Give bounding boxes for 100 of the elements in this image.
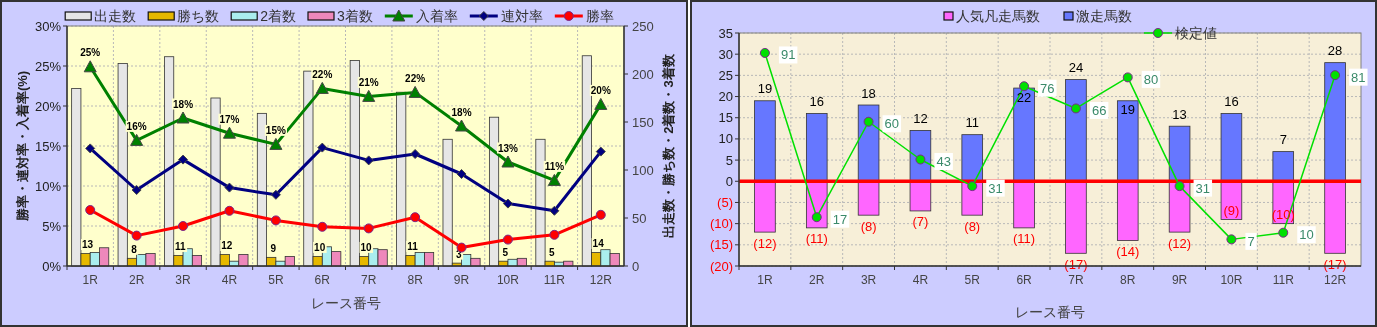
- data-label: (7): [912, 214, 929, 230]
- data-label: (8): [860, 218, 877, 234]
- data-label: 18%: [173, 98, 194, 110]
- x-tick-label: 2R: [809, 273, 825, 287]
- data-label: 16: [809, 93, 824, 109]
- data-label: 76: [1040, 80, 1055, 96]
- legend-label: 人気凡走馬数: [956, 8, 1040, 24]
- legend2: 検定値: [1143, 25, 1217, 41]
- data-label: 12: [221, 239, 233, 251]
- x-tick-label: 1R: [82, 273, 99, 287]
- y2-tick-label: 50: [632, 210, 647, 226]
- legend-label: 2着数: [260, 8, 296, 24]
- data-label: 13: [1172, 106, 1187, 122]
- data-label: (14): [1116, 244, 1140, 260]
- data-label: 10: [314, 241, 326, 253]
- data-label: 24: [1068, 60, 1084, 76]
- data-label: 20%: [590, 84, 611, 96]
- data-label: 12: [913, 110, 928, 126]
- data-label: 8: [131, 243, 138, 255]
- data-label: 43: [936, 153, 951, 169]
- data-label: 91: [780, 47, 796, 63]
- x-tick-label: 2R: [128, 273, 145, 287]
- data-label: 10: [1299, 227, 1314, 243]
- data-label: 19: [1120, 102, 1135, 118]
- y-tick-label: 20: [718, 89, 733, 105]
- legend-label: 激走馬数: [1076, 8, 1132, 24]
- y-tick-label: (15): [709, 237, 733, 253]
- data-label: 22%: [405, 72, 426, 84]
- x-tick-label: 6R: [1016, 273, 1033, 287]
- legend-label: 勝ち数: [177, 8, 220, 24]
- data-label: (11): [805, 231, 828, 247]
- data-label: 18: [861, 85, 876, 101]
- data-label: 5: [548, 246, 555, 258]
- x-tick-label: 5R: [964, 273, 981, 287]
- x-tick-label: 11R: [1272, 273, 1295, 287]
- data-label: (8): [964, 218, 981, 234]
- data-label: 11: [965, 115, 979, 131]
- y-tick-label: (20): [709, 258, 733, 274]
- data-label: 21%: [358, 76, 379, 88]
- y2-tick-label: 200: [632, 66, 654, 82]
- y-axis-title: 勝率・連対率・入着率(%): [14, 70, 30, 223]
- x-tick-label: 8R: [1120, 273, 1136, 287]
- data-label: 31: [988, 180, 1003, 196]
- y2-tick-label: 150: [632, 114, 654, 130]
- data-label: 11: [175, 240, 187, 252]
- data-label: (12): [1168, 235, 1192, 251]
- y-tick-label: 5%: [42, 218, 62, 234]
- y2-axis-title: 出走数・勝ち数・2着数・3着数: [660, 53, 676, 238]
- y-tick-label: 10: [718, 131, 733, 147]
- data-label: 11: [407, 240, 419, 252]
- x-tick-label: 10R: [1220, 273, 1243, 287]
- data-label: 31: [1195, 180, 1211, 196]
- data-label: 28: [1327, 43, 1343, 59]
- y-tick-label: (5): [717, 194, 733, 210]
- y-tick-label: 10%: [34, 178, 62, 194]
- data-label: 22%: [312, 68, 333, 80]
- x-tick-label: 8R: [407, 273, 424, 287]
- x-axis-title: レース番号: [1015, 304, 1085, 320]
- x-tick-label: 6R: [314, 273, 331, 287]
- y-tick-label: 15%: [34, 138, 62, 154]
- y-tick-label: (10): [709, 216, 733, 232]
- y-tick-label: 5: [725, 152, 733, 168]
- data-label: 60: [884, 116, 900, 132]
- data-label: 14: [592, 238, 605, 250]
- data-label: 13%: [497, 142, 519, 154]
- data-label: 5: [502, 246, 509, 258]
- data-label: 17%: [219, 113, 240, 125]
- x-axis-title: レース番号: [310, 295, 381, 311]
- y-tick-label: 35: [718, 25, 733, 41]
- data-label: 22: [1016, 89, 1032, 105]
- x-tick-label: 3R: [175, 273, 192, 287]
- y-tick-label: 15: [718, 110, 733, 126]
- y2-tick-label: 0: [632, 258, 640, 274]
- y-tick-label: 0%: [42, 258, 62, 274]
- data-label: (12): [753, 235, 777, 251]
- data-label: 80: [1143, 71, 1159, 87]
- legend-label: 出走数: [94, 8, 137, 24]
- data-label: (9): [1223, 202, 1240, 218]
- data-label: 11%: [544, 160, 565, 172]
- x-tick-label: 7R: [1068, 273, 1084, 287]
- y2-tick-label: 100: [632, 162, 654, 178]
- legend-label: 3着数: [337, 8, 373, 24]
- x-tick-label: 11R: [543, 273, 566, 287]
- x-tick-label: 12R: [1324, 273, 1347, 287]
- x-tick-label: 10R: [496, 273, 520, 287]
- y2-tick-label: 250: [632, 18, 654, 34]
- data-label: 10: [360, 241, 373, 253]
- x-tick-label: 12R: [589, 273, 613, 287]
- y-tick-label: 0: [725, 173, 733, 189]
- data-label: (11): [1013, 231, 1036, 247]
- data-label: 13: [82, 239, 94, 251]
- y-tick-label: 30: [718, 46, 733, 62]
- x-tick-label: 5R: [268, 273, 284, 287]
- legend-label: 連対率: [500, 8, 543, 24]
- data-label: 16%: [126, 120, 147, 132]
- data-label: 66: [1091, 102, 1107, 118]
- x-tick-label: 1R: [757, 273, 773, 287]
- data-label: 81: [1351, 69, 1366, 85]
- data-label: 7: [1279, 132, 1287, 148]
- data-label: 15%: [265, 124, 286, 136]
